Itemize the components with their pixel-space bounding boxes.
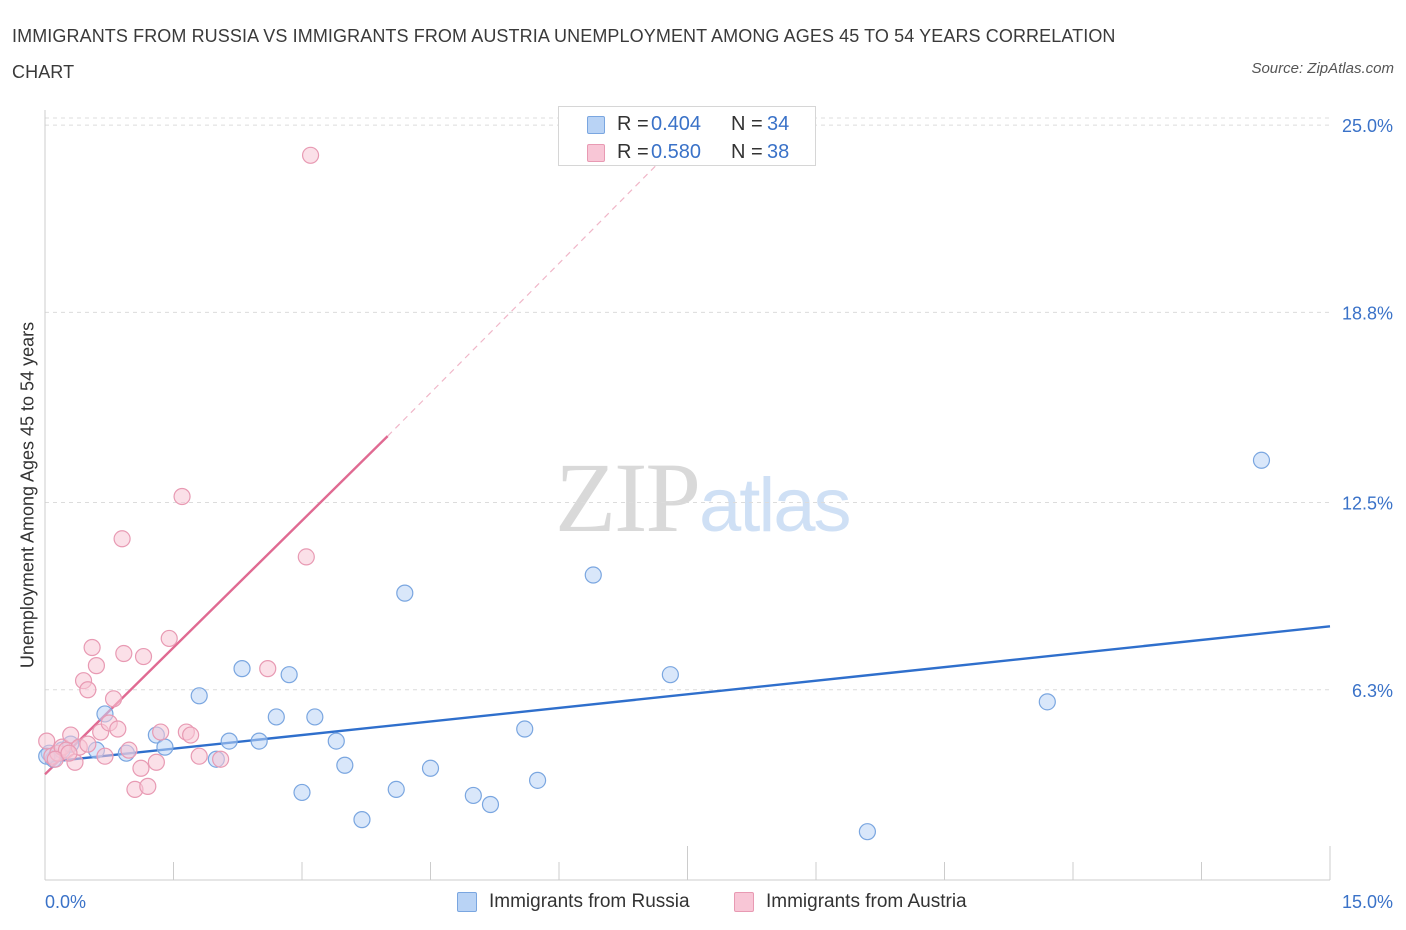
austria-point xyxy=(152,723,170,741)
russia-r-value: 0.404 xyxy=(651,113,702,135)
austria-point xyxy=(38,732,56,750)
austria-point xyxy=(62,726,80,744)
austria-point xyxy=(297,548,315,566)
russia-point xyxy=(280,666,298,684)
austria-point xyxy=(182,726,200,744)
austria-trendline-extension xyxy=(387,124,697,437)
austria-r-label: R = xyxy=(617,141,649,163)
russia-point xyxy=(516,720,534,738)
austria-point xyxy=(212,750,230,768)
legend-austria-label: Immigrants from Austria xyxy=(766,891,967,912)
russia-point xyxy=(1038,693,1056,711)
austria-point xyxy=(87,657,106,675)
austria-r-value: 0.580 xyxy=(651,141,702,163)
russia-n-value: 34 xyxy=(767,113,790,135)
austria-n-label: N = xyxy=(731,141,763,163)
austria-swatch xyxy=(587,144,605,162)
legend-austria-swatch xyxy=(734,892,754,912)
russia-point xyxy=(584,566,602,584)
austria-point xyxy=(160,629,178,648)
austria-point xyxy=(79,681,97,699)
axes xyxy=(44,110,1331,881)
russia-point xyxy=(156,738,174,756)
watermark-atlas: atlas xyxy=(699,463,852,548)
russia-point xyxy=(190,687,208,705)
trend-lines xyxy=(44,124,1331,776)
russia-point xyxy=(250,732,268,750)
russia-point xyxy=(858,823,877,841)
austria-point xyxy=(190,747,208,765)
austria-point xyxy=(259,660,277,678)
russia-point xyxy=(220,732,238,750)
austria-point xyxy=(301,146,320,164)
russia-point xyxy=(661,666,679,684)
russia-point xyxy=(267,708,285,726)
russia-point xyxy=(327,732,345,750)
austria-trendline xyxy=(44,435,389,776)
russia-point xyxy=(233,660,251,678)
russia-n-label: N = xyxy=(731,113,763,135)
data-points xyxy=(38,146,1271,841)
y-tick-label: 12.5% xyxy=(1342,494,1393,514)
russia-point xyxy=(1252,451,1271,469)
correlation-legend: R = 0.404 N = 34 R = 0.580 N = 38 xyxy=(558,106,816,166)
russia-point xyxy=(396,584,414,602)
austria-point xyxy=(79,735,97,753)
austria-point xyxy=(147,753,165,771)
watermark: ZIPatlas xyxy=(555,440,852,555)
austria-point xyxy=(104,690,123,708)
austria-point xyxy=(113,530,131,548)
russia-point xyxy=(464,786,482,805)
legend-russia-swatch xyxy=(457,892,477,912)
legend-russia-label: Immigrants from Russia xyxy=(489,891,690,912)
russia-point xyxy=(387,780,405,799)
russia-point xyxy=(421,759,440,777)
russia-point xyxy=(481,795,500,814)
austria-point xyxy=(96,747,114,765)
grid-lines xyxy=(45,117,1330,691)
y-axis-label: Unemployment Among Ages 45 to 54 years xyxy=(17,321,38,669)
legend-row-russia: R = 0.404 N = 34 xyxy=(559,110,815,138)
austria-point xyxy=(134,647,153,666)
y-tick-label: 6.3% xyxy=(1352,681,1393,701)
series-legend: Immigrants from Russia Immigrants from A… xyxy=(0,888,1406,916)
austria-point xyxy=(173,487,191,506)
austria-point xyxy=(132,759,150,777)
x-tick-label-min: 0.0% xyxy=(45,892,86,912)
tick-labels: 6.3% 12.5% 18.8% 25.0% 0.0% 15.0% xyxy=(45,116,1393,912)
russia-swatch xyxy=(587,116,605,134)
y-tick-label: 18.8% xyxy=(1342,303,1393,323)
austria-point xyxy=(120,741,138,759)
y-tick-label: 25.0% xyxy=(1342,116,1393,136)
austria-point xyxy=(109,720,127,738)
austria-point xyxy=(115,644,133,663)
legend-row-austria: R = 0.580 N = 38 xyxy=(559,138,815,166)
russia-point xyxy=(306,708,324,726)
source-label: Source: ZipAtlas.com xyxy=(1251,60,1394,77)
russia-point xyxy=(293,783,311,802)
watermark-zip: ZIP xyxy=(555,442,701,553)
chart-title: IMMIGRANTS FROM RUSSIA VS IMMIGRANTS FRO… xyxy=(12,26,1116,82)
russia-r-label: R = xyxy=(617,113,649,135)
austria-point xyxy=(60,744,78,762)
russia-point xyxy=(353,811,371,829)
russia-point xyxy=(528,771,547,789)
austria-n-value: 38 xyxy=(767,141,790,163)
austria-point xyxy=(83,638,101,657)
austria-point xyxy=(139,777,157,795)
x-tick-label-max: 15.0% xyxy=(1342,892,1393,912)
russia-point xyxy=(336,756,354,774)
